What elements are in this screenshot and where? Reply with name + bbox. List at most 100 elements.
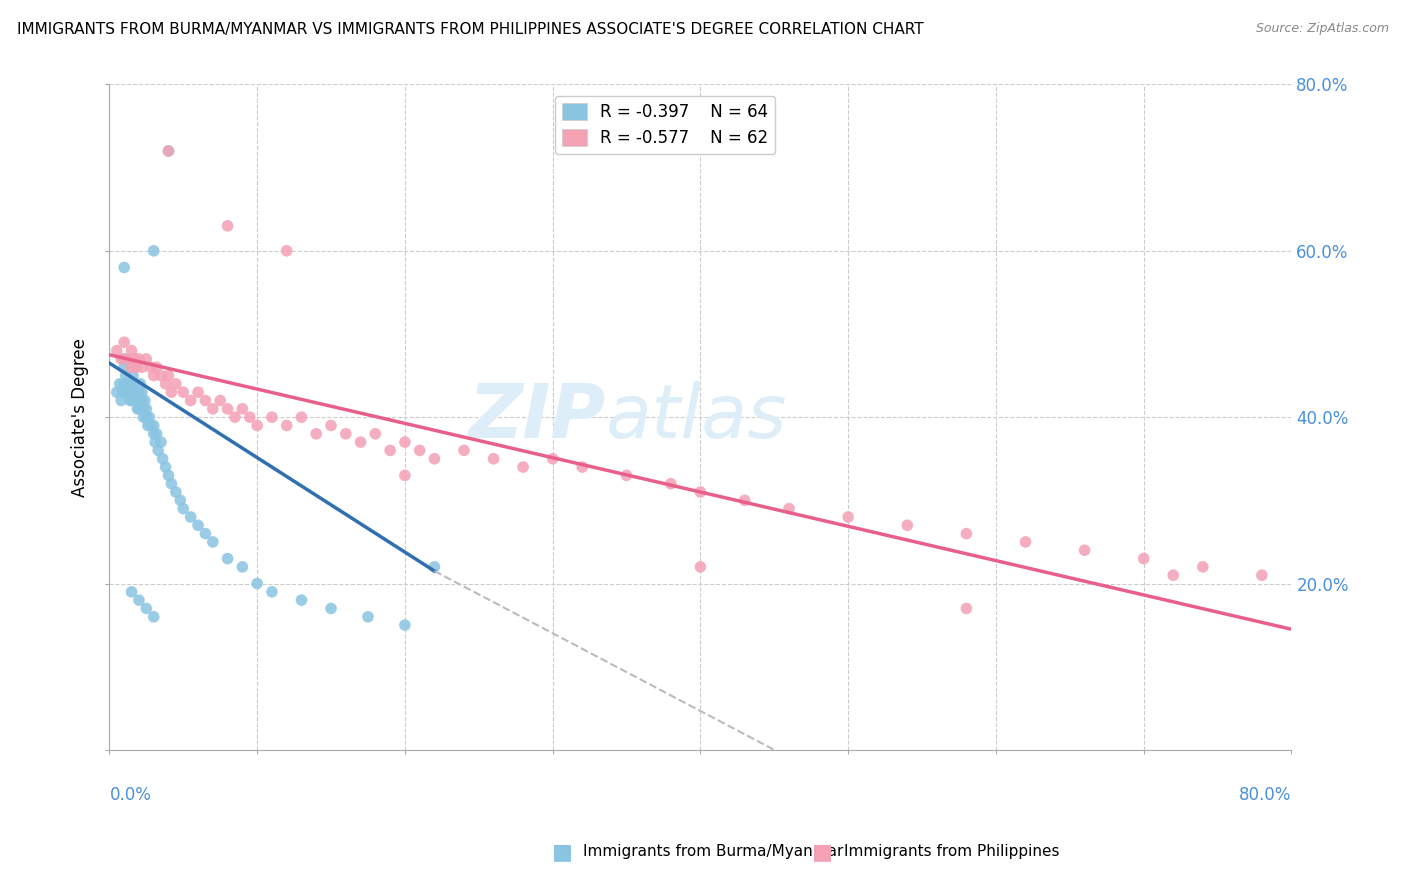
Point (132, 410, 155, 425)
Point (482, 451, 505, 466)
Point (1191, 560, 1213, 574)
Point (152, 451, 174, 466)
Point (172, 501, 194, 516)
Point (955, 526, 977, 541)
Point (423, 560, 446, 574)
Point (134, 393, 156, 408)
Point (160, 476, 183, 491)
Point (155, 376, 177, 391)
Point (260, 584, 283, 599)
Point (150, 435, 173, 450)
Point (231, 560, 253, 574)
Point (110, 393, 132, 408)
Point (121, 584, 143, 599)
Point (115, 351, 138, 366)
Point (131, 385, 153, 400)
Text: Source: ZipAtlas.com: Source: ZipAtlas.com (1256, 22, 1389, 36)
Point (290, 410, 312, 425)
Point (335, 426, 357, 441)
Point (112, 351, 135, 366)
Point (260, 410, 283, 425)
Point (121, 393, 143, 408)
Point (131, 360, 153, 375)
Point (131, 393, 153, 408)
Point (231, 401, 253, 416)
Point (150, 368, 173, 383)
Point (408, 443, 430, 458)
Point (142, 418, 165, 433)
Point (217, 219, 239, 233)
Point (142, 244, 165, 258)
Point (128, 593, 150, 607)
Point (145, 360, 167, 375)
Point (112, 376, 135, 391)
Point (217, 401, 239, 416)
Point (276, 244, 298, 258)
Point (160, 385, 183, 400)
Point (121, 360, 143, 375)
Text: IMMIGRANTS FROM BURMA/MYANMAR VS IMMIGRANTS FROM PHILIPPINES ASSOCIATE'S DEGREE : IMMIGRANTS FROM BURMA/MYANMAR VS IMMIGRA… (17, 22, 924, 37)
Point (896, 518, 918, 533)
Point (305, 426, 328, 441)
Point (541, 451, 564, 466)
Point (125, 393, 148, 408)
Point (837, 510, 859, 524)
Point (349, 435, 371, 450)
Point (139, 360, 162, 375)
Point (357, 609, 380, 624)
Point (1251, 568, 1274, 582)
Point (112, 335, 135, 350)
Point (423, 451, 446, 466)
Point (209, 393, 232, 408)
Point (114, 368, 136, 383)
Point (142, 426, 165, 441)
Point (194, 393, 217, 408)
Point (145, 426, 167, 441)
Point (246, 418, 269, 433)
Point (143, 435, 166, 450)
Point (659, 476, 682, 491)
Point (128, 401, 150, 416)
Point (112, 360, 135, 375)
Point (689, 560, 711, 574)
Point (187, 518, 209, 533)
Point (121, 376, 143, 391)
Point (394, 618, 416, 632)
Text: ■: ■ (553, 842, 572, 862)
Point (394, 468, 416, 483)
Point (201, 401, 224, 416)
Text: 0.0%: 0.0% (110, 787, 152, 805)
Point (127, 401, 149, 416)
Text: ■: ■ (813, 842, 832, 862)
Point (378, 443, 401, 458)
Point (217, 551, 239, 566)
Point (124, 351, 146, 366)
Point (105, 385, 128, 400)
Point (1073, 543, 1095, 558)
Point (128, 393, 150, 408)
Point (136, 418, 159, 433)
Point (135, 401, 157, 416)
Point (955, 601, 977, 615)
Text: 80.0%: 80.0% (1239, 787, 1292, 805)
Point (778, 501, 800, 516)
Point (129, 376, 152, 391)
Point (290, 593, 312, 607)
Point (120, 393, 142, 408)
Point (165, 376, 187, 391)
Legend: R = -0.397    N = 64, R = -0.577    N = 62: R = -0.397 N = 64, R = -0.577 N = 62 (555, 96, 775, 154)
Point (364, 426, 387, 441)
Point (125, 360, 148, 375)
Text: ZIP: ZIP (468, 381, 606, 454)
Point (319, 418, 342, 433)
Text: Immigrants from Philippines: Immigrants from Philippines (844, 845, 1059, 859)
Point (157, 368, 180, 383)
Point (135, 601, 157, 615)
Point (135, 410, 157, 425)
Point (157, 144, 180, 158)
Text: Immigrants from Burma/Myanmar: Immigrants from Burma/Myanmar (583, 845, 844, 859)
Point (155, 460, 177, 475)
Point (142, 368, 165, 383)
Point (246, 576, 269, 591)
Point (157, 468, 180, 483)
